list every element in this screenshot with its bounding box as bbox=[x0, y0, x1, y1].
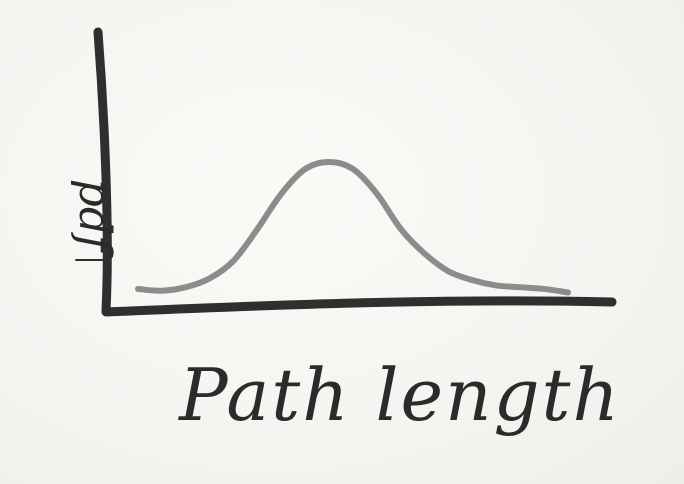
y-axis-line bbox=[93, 27, 112, 315]
x-axis-line bbox=[101, 296, 617, 317]
density-curve-series-0 bbox=[135, 159, 571, 296]
y-axis-label: pdf bbox=[69, 179, 120, 258]
x-axis-label: Path length bbox=[177, 353, 621, 437]
plot-area bbox=[75, 27, 617, 317]
